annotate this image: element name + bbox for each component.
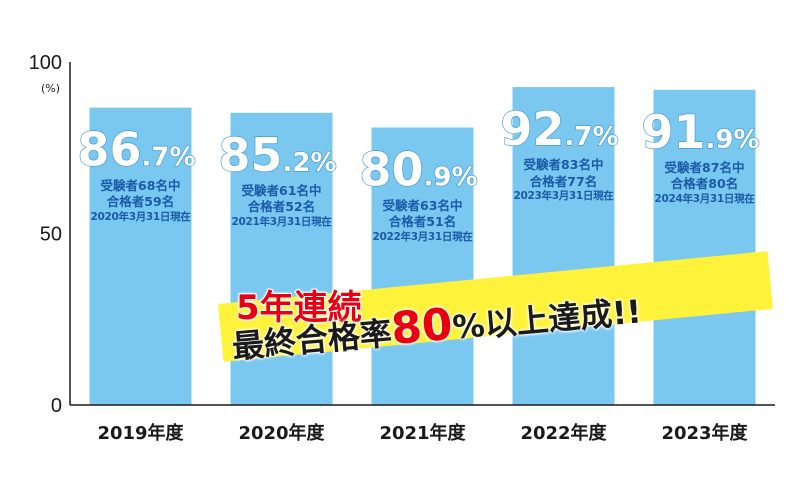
passed-count: 合格者52名: [247, 199, 316, 215]
streak-text: 5年連続: [235, 287, 363, 329]
bar: [653, 89, 756, 406]
passed-count: 合格者80名: [670, 176, 739, 192]
x-tick-label: 2019年度: [97, 422, 184, 444]
passed-count: 合格者59名: [106, 194, 175, 210]
bar: [89, 107, 192, 405]
examinee-count: 受験者61名中: [241, 182, 322, 198]
data-label: 91.9%: [641, 105, 759, 159]
examinee-count: 受験者87名中: [664, 159, 745, 175]
bar-annotation: 受験者63名中 合格者51名 2022年3月31日現在: [353, 198, 493, 245]
x-tick-label: 2020年度: [238, 422, 325, 444]
bar-annotation: 受験者83名中 合格者77名 2023年3月31日現在: [494, 157, 634, 204]
y-tick-label: 50: [40, 224, 62, 246]
as-of-date: 2020年3月31日現在: [90, 210, 191, 223]
bar-annotation: 受験者61名中 合格者52名 2021年3月31日現在: [212, 183, 352, 230]
x-tick-label: 2021年度: [379, 422, 466, 444]
examinee-count: 受験者68名中: [100, 177, 181, 193]
bar: [512, 87, 615, 405]
data-label: 92.7%: [500, 102, 618, 156]
x-tick-label: 2023年度: [661, 422, 748, 444]
examinee-count: 受験者83名中: [523, 157, 604, 173]
x-tick-label: 2022年度: [520, 422, 607, 444]
data-label: 85.2%: [218, 128, 336, 182]
y-tick-label: 0: [51, 395, 62, 417]
passed-count: 合格者77名: [529, 173, 598, 189]
achievement-value: 80: [389, 298, 455, 355]
y-tick-label: 100: [29, 52, 62, 74]
as-of-date: 2022年3月31日現在: [372, 230, 473, 243]
bar: [371, 127, 474, 405]
y-unit-label: (%): [41, 82, 60, 95]
passed-count: 合格者51名: [388, 214, 457, 229]
as-of-date: 2021年3月31日現在: [231, 215, 332, 228]
as-of-date: 2023年3月31日現在: [513, 190, 614, 203]
examinee-count: 受験者63名中: [382, 197, 463, 213]
data-label: 80.9%: [359, 143, 477, 197]
bar-annotation: 受験者68名中 合格者59名 2020年3月31日現在: [71, 178, 211, 225]
bar-annotation: 受験者87名中 合格者80名 2024年3月31日現在: [635, 160, 775, 207]
as-of-date: 2024年3月31日現在: [654, 192, 755, 205]
data-label: 86.7%: [77, 123, 195, 177]
